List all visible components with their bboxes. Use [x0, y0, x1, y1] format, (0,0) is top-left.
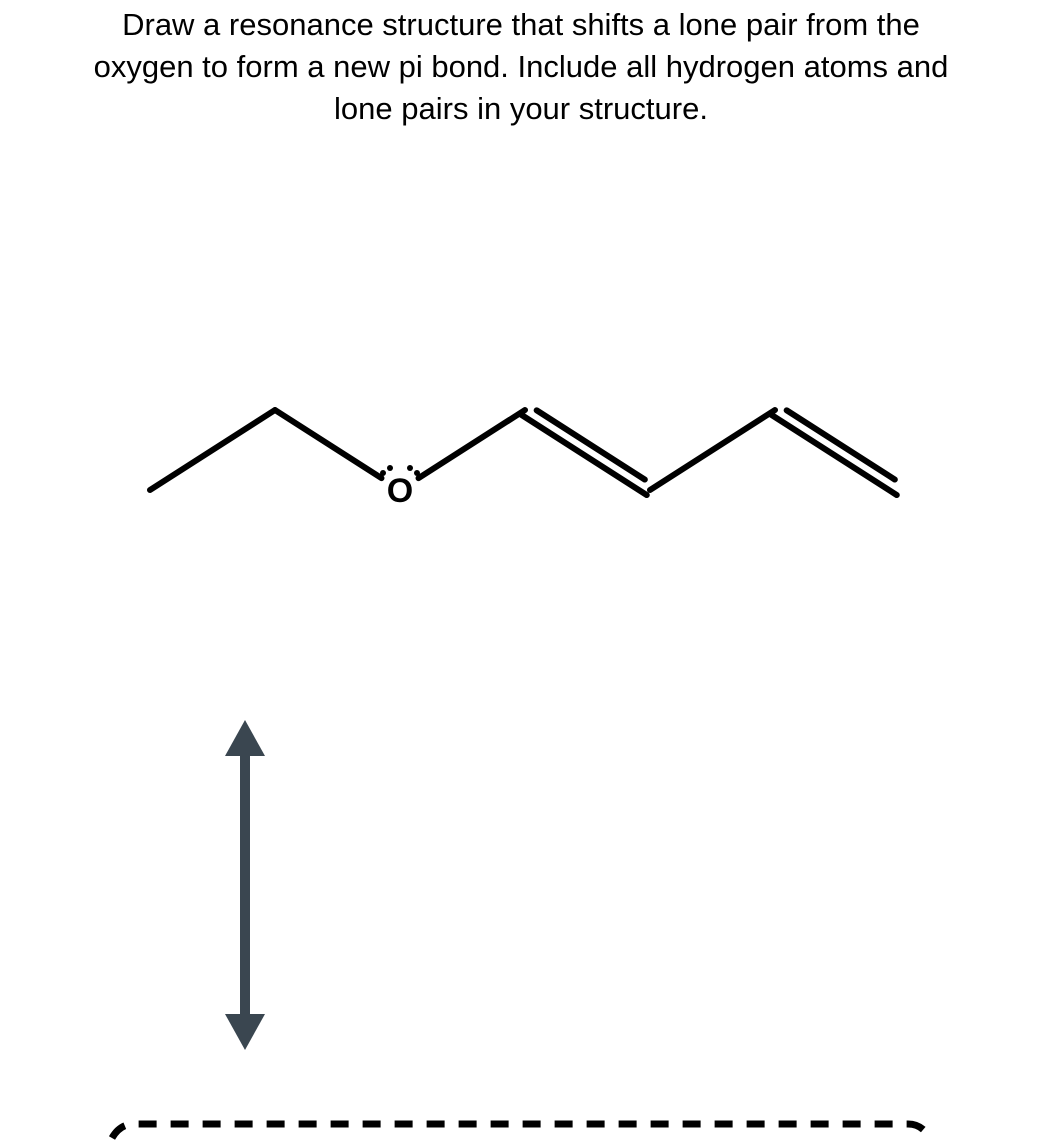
- question-prompt: Draw a resonance structure that shifts a…: [0, 4, 1042, 130]
- resonance-arrow-icon: [200, 700, 290, 1070]
- prompt-line-3: lone pairs in your structure.: [0, 88, 1042, 130]
- prompt-line-1: Draw a resonance structure that shifts a…: [0, 4, 1042, 46]
- prompt-line-2: oxygen to form a new pi bond. Include al…: [0, 46, 1042, 88]
- page-root: Draw a resonance structure that shifts a…: [0, 0, 1042, 1144]
- molecule-structure: O: [130, 370, 910, 550]
- answer-box-border: [100, 1104, 942, 1144]
- svg-text:O: O: [387, 472, 413, 510]
